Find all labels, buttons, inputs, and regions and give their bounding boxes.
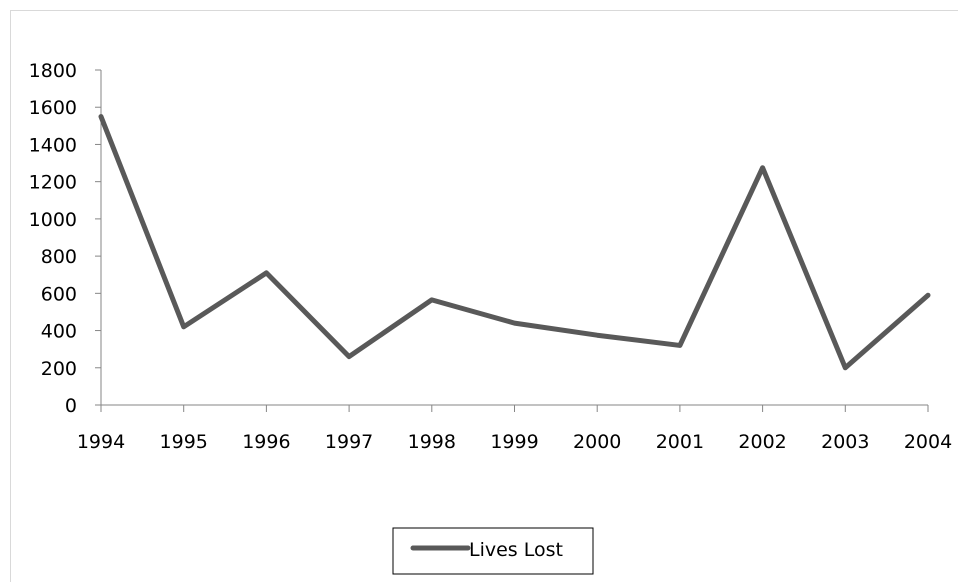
x-tick-label: 1997 [325,431,373,453]
y-tick-label: 1400 [29,134,77,156]
x-tick-label: 2000 [573,431,621,453]
x-tick-label: 2001 [656,431,704,453]
y-tick-label: 1600 [29,97,77,119]
data-point [844,367,846,369]
data-point [100,116,102,118]
data-point [265,272,267,274]
legend-box [392,527,594,575]
y-tick-label: 1200 [29,172,77,194]
data-point [183,326,185,328]
data-point [596,334,598,336]
legend: Lives Lost [392,527,594,575]
data-point [348,356,350,358]
x-tick-label: 2002 [738,431,786,453]
data-point [431,299,433,301]
x-tick-label: 1994 [77,431,125,453]
legend-label: Lives Lost [469,539,563,561]
x-tick-label: 2003 [821,431,869,453]
data-point [927,294,929,296]
y-tick-label: 800 [41,246,77,268]
y-tick-label: 200 [41,358,77,380]
x-tick-label: 1996 [242,431,290,453]
y-tick-label: 600 [41,283,77,305]
y-tick-label: 400 [41,321,77,343]
axes: 0 200 400 600 800 1000 1200 1400 1600 1800 1994 199… [29,60,953,453]
data-point [679,344,681,346]
x-tick-label: 1998 [408,431,456,453]
y-tick-label: 1000 [29,209,77,231]
x-tick-label: 1995 [160,431,208,453]
chart-frame [10,10,958,582]
series-layer [98,114,931,371]
x-tick-label: 2004 [904,431,952,453]
y-tick-label: 0 [65,395,77,417]
data-point [514,322,515,324]
x-tick-label: 1999 [490,431,538,453]
data-point [762,167,764,169]
y-tick-label: 1800 [29,60,77,82]
series-line [98,114,931,371]
